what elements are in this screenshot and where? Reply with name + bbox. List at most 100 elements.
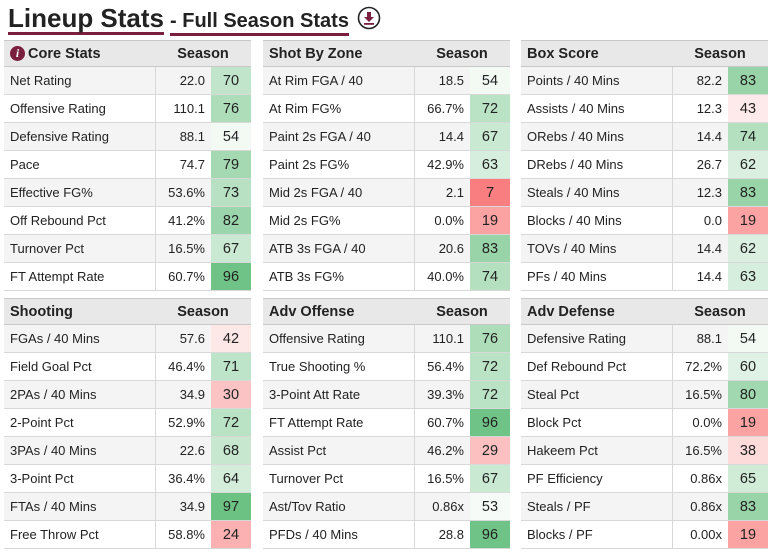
stats-table: Offensive Rating 110.1 76 True Shooting % 56… xyxy=(263,325,510,549)
stat-value: 14.4 xyxy=(672,235,728,262)
stat-label: Blocks / 40 Mins xyxy=(527,213,622,228)
percentile-cell: 62 xyxy=(728,235,768,262)
stat-value: 0.0% xyxy=(672,409,728,436)
page-title: Lineup Stats - Full Season Stats xyxy=(8,3,381,36)
stat-label: Field Goal Pct xyxy=(10,359,92,374)
stat-label: Pace xyxy=(10,157,40,172)
stat-value: 0.86x xyxy=(414,493,470,520)
table-row: Def Rebound Pct 72.2% 60 xyxy=(521,353,768,381)
percentile-cell: 54 xyxy=(470,67,510,94)
percentile-cell: 64 xyxy=(211,465,251,492)
percentile-cell: 62 xyxy=(728,151,768,178)
percentile-cell: 65 xyxy=(728,465,768,492)
stat-label: DRebs / 40 Mins xyxy=(527,157,624,172)
table-row: TOVs / 40 Mins 14.4 62 xyxy=(521,235,768,263)
percentile-cell: 74 xyxy=(470,263,510,290)
panel-header: Shot By Zone Season xyxy=(263,40,510,67)
stat-label: True Shooting % xyxy=(269,359,366,374)
panel-title-text: Adv Offense xyxy=(269,303,355,320)
panel-title-text: Adv Defense xyxy=(527,303,615,320)
stat-value: 16.5% xyxy=(672,381,728,408)
stat-value: 14.4 xyxy=(414,123,470,150)
stat-label: 3-Point Pct xyxy=(10,471,74,486)
stat-label: Hakeem Pct xyxy=(527,443,598,458)
panel-title: Shot By Zone xyxy=(263,46,414,62)
season-header: Season xyxy=(694,303,746,320)
percentile-cell: 83 xyxy=(728,493,768,520)
panel-box-score: Box Score Season Points / 40 Mins 82.2 83 Ass… xyxy=(521,40,768,291)
stat-label: Turnover Pct xyxy=(269,471,343,486)
percentile-cell: 83 xyxy=(728,179,768,206)
percentile-cell: 54 xyxy=(728,325,768,352)
stat-value: 60.7% xyxy=(414,409,470,436)
panel-shot-by-zone: Shot By Zone Season At Rim FGA / 40 18.5 54 A… xyxy=(263,40,510,291)
table-row: Block Pct 0.0% 19 xyxy=(521,409,768,437)
stat-label: Effective FG% xyxy=(10,185,93,200)
percentile-cell: 63 xyxy=(728,263,768,290)
info-icon[interactable]: i xyxy=(10,46,25,61)
percentile-cell: 53 xyxy=(470,493,510,520)
table-row: 2PAs / 40 Mins 34.9 30 xyxy=(4,381,251,409)
stat-value: 26.7 xyxy=(672,151,728,178)
stat-value: 88.1 xyxy=(672,325,728,352)
stat-label: 3PAs / 40 Mins xyxy=(10,443,97,458)
stat-label: Steal Pct xyxy=(527,387,580,402)
stat-label: Defensive Rating xyxy=(527,331,626,346)
percentile-cell: 73 xyxy=(211,179,251,206)
stat-value: 0.0 xyxy=(672,207,728,234)
stats-table: Defensive Rating 88.1 54 Def Rebound Pct 72.… xyxy=(521,325,768,549)
stat-value: 74.7 xyxy=(155,151,211,178)
table-row: FGAs / 40 Mins 57.6 42 xyxy=(4,325,251,353)
panel-header: Adv Defense Season xyxy=(521,298,768,325)
table-row: 3-Point Att Rate 39.3% 72 xyxy=(263,381,510,409)
panel-title: Adv Offense xyxy=(263,304,414,320)
stat-label: PFs / 40 Mins xyxy=(527,269,607,284)
season-header: Season xyxy=(436,303,488,320)
table-row: Offensive Rating 110.1 76 xyxy=(263,325,510,353)
stat-label: TOVs / 40 Mins xyxy=(527,241,617,256)
stat-value: 0.0% xyxy=(414,207,470,234)
percentile-cell: 72 xyxy=(470,95,510,122)
stat-label: Off Rebound Pct xyxy=(10,213,106,228)
table-row: PFDs / 40 Mins 28.8 96 xyxy=(263,521,510,549)
stats-table: Net Rating 22.0 70 Offensive Rating 110.1 76 D… xyxy=(4,67,251,291)
panel-adv-offense: Adv Offense Season Offensive Rating 110.1 76… xyxy=(263,298,510,549)
stat-label: Assists / 40 Mins xyxy=(527,101,625,116)
stat-value: 28.8 xyxy=(414,521,470,548)
stats-table: Points / 40 Mins 82.2 83 Assists / 40 Mins 1… xyxy=(521,67,768,291)
stat-value: 2.1 xyxy=(414,179,470,206)
stat-value: 40.0% xyxy=(414,263,470,290)
table-row: FTAs / 40 Mins 34.9 97 xyxy=(4,493,251,521)
percentile-cell: 19 xyxy=(470,207,510,234)
percentile-cell: 19 xyxy=(728,409,768,436)
table-row: ATB 3s FGA / 40 20.6 83 xyxy=(263,235,510,263)
table-row: ORebs / 40 Mins 14.4 74 xyxy=(521,123,768,151)
table-row: Paint 2s FG% 42.9% 63 xyxy=(263,151,510,179)
stat-value: 16.5% xyxy=(672,437,728,464)
percentile-cell: 83 xyxy=(470,235,510,262)
table-row: Effective FG% 53.6% 73 xyxy=(4,179,251,207)
table-row: 3PAs / 40 Mins 22.6 68 xyxy=(4,437,251,465)
percentile-cell: 19 xyxy=(728,521,768,548)
stat-value: 12.3 xyxy=(672,95,728,122)
percentile-cell: 29 xyxy=(470,437,510,464)
stat-value: 60.7% xyxy=(155,263,211,290)
stat-value: 46.4% xyxy=(155,353,211,380)
table-row: Defensive Rating 88.1 54 xyxy=(521,325,768,353)
table-row: PF Efficiency 0.86x 65 xyxy=(521,465,768,493)
table-row: Turnover Pct 16.5% 67 xyxy=(263,465,510,493)
download-icon[interactable] xyxy=(357,6,381,30)
table-row: FT Attempt Rate 60.7% 96 xyxy=(263,409,510,437)
percentile-cell: 54 xyxy=(211,123,251,150)
stat-value: 110.1 xyxy=(414,325,470,352)
panel-title-text: Box Score xyxy=(527,45,599,62)
stat-label: Free Throw Pct xyxy=(10,527,99,542)
stat-label: Offensive Rating xyxy=(10,101,106,116)
stat-label: At Rim FG% xyxy=(269,101,342,116)
percentile-cell: 76 xyxy=(470,325,510,352)
stat-label: Offensive Rating xyxy=(269,331,365,346)
stat-value: 14.4 xyxy=(672,123,728,150)
stat-value: 0.86x xyxy=(672,465,728,492)
table-row: At Rim FGA / 40 18.5 54 xyxy=(263,67,510,95)
panel-header: Shooting Season xyxy=(4,298,251,325)
